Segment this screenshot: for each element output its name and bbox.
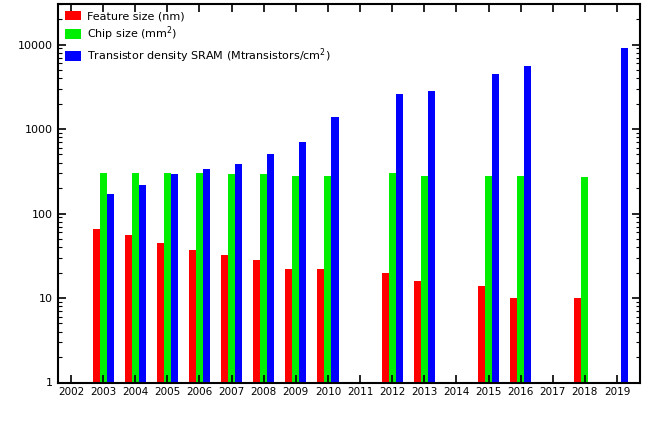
Bar xyxy=(189,250,196,425)
Bar xyxy=(132,173,139,425)
Bar xyxy=(396,94,403,425)
Bar xyxy=(286,269,292,425)
Bar xyxy=(139,184,146,425)
Bar xyxy=(164,173,171,425)
Bar xyxy=(196,173,203,425)
Bar xyxy=(382,272,389,425)
Bar xyxy=(413,281,421,425)
Bar xyxy=(228,175,235,425)
Bar xyxy=(478,286,485,425)
Bar xyxy=(267,154,275,425)
Bar xyxy=(581,177,589,425)
Bar xyxy=(524,66,531,425)
Bar xyxy=(292,176,299,425)
Bar xyxy=(171,175,178,425)
Bar xyxy=(428,91,435,425)
Bar xyxy=(203,169,210,425)
Bar xyxy=(492,74,499,425)
Bar xyxy=(253,260,260,425)
Bar xyxy=(299,142,306,425)
Bar xyxy=(221,255,228,425)
Bar xyxy=(324,176,331,425)
Bar xyxy=(621,48,628,425)
Bar xyxy=(517,176,524,425)
Bar xyxy=(99,173,107,425)
Bar xyxy=(574,298,581,425)
Bar xyxy=(331,117,339,425)
Bar xyxy=(510,298,517,425)
Bar xyxy=(485,176,492,425)
Bar xyxy=(260,175,267,425)
Bar xyxy=(157,243,164,425)
Bar xyxy=(107,194,114,425)
Bar xyxy=(92,230,99,425)
Bar xyxy=(317,269,324,425)
Bar xyxy=(125,235,132,425)
Legend: Feature size (nm), Chip size (mm$^2$), Transistor density SRAM (Mtransistors/cm$: Feature size (nm), Chip size (mm$^2$), T… xyxy=(60,6,335,70)
Bar xyxy=(421,176,428,425)
Bar xyxy=(389,173,396,425)
Bar xyxy=(235,164,242,425)
